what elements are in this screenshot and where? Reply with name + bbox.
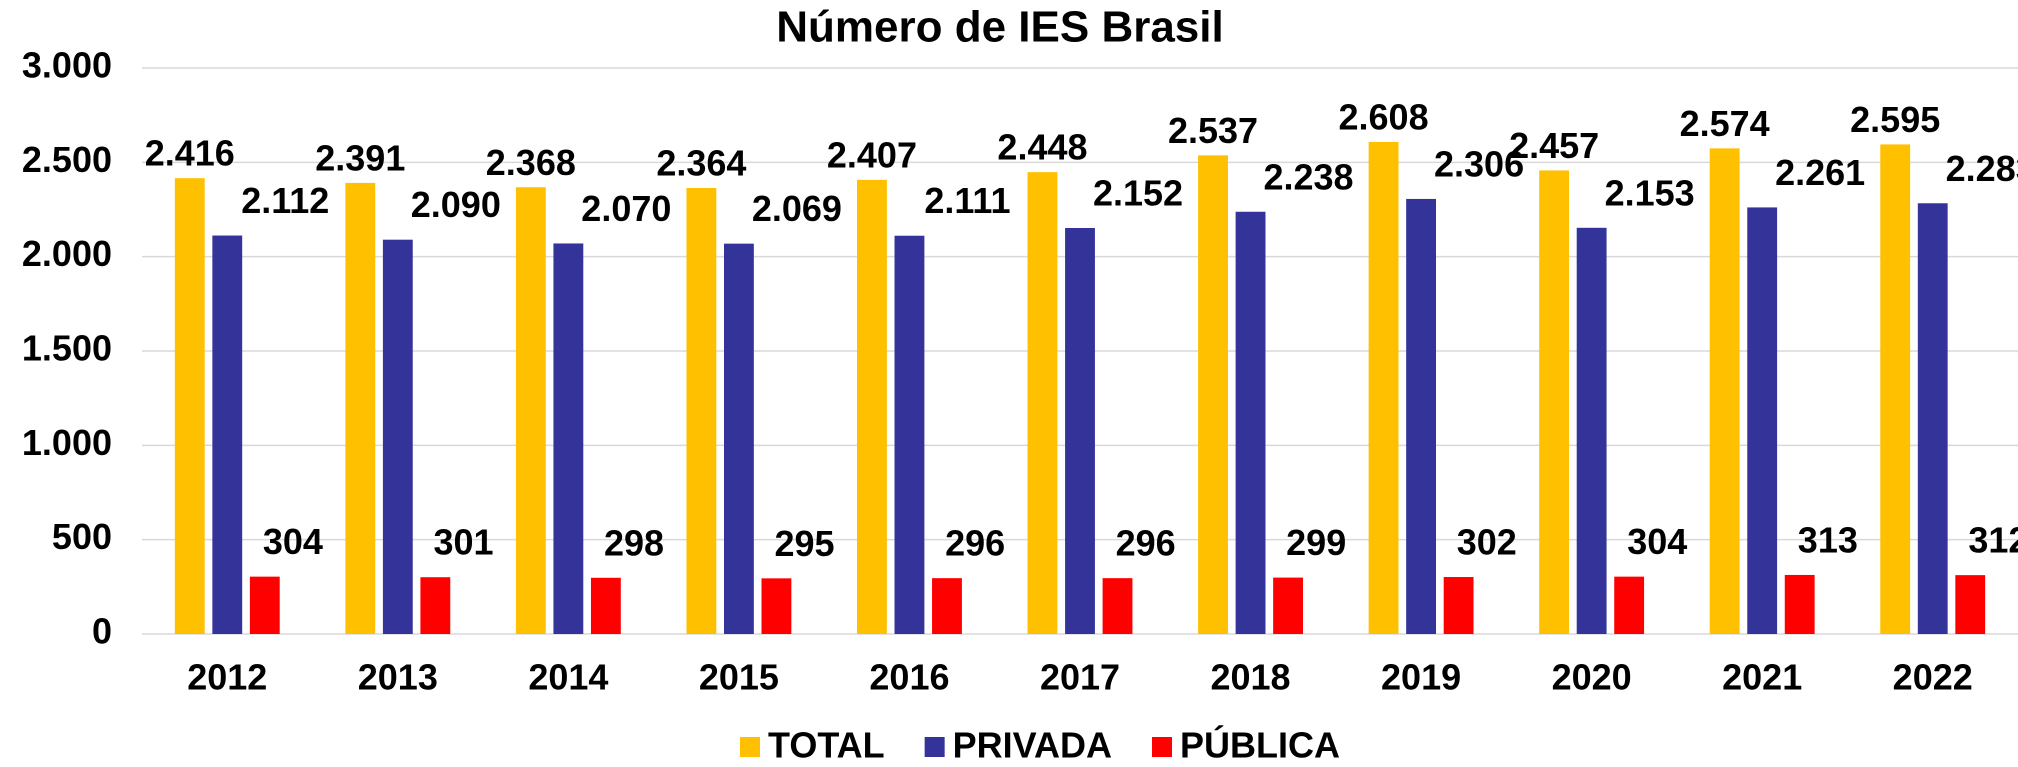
bar	[1273, 577, 1303, 634]
x-tick-label: 2013	[358, 657, 438, 698]
bar	[345, 182, 376, 634]
x-tick-label: 2015	[699, 657, 779, 698]
bar	[515, 187, 546, 634]
bar	[420, 577, 451, 634]
value-label: 2.608	[1339, 96, 1429, 137]
y-tick-label: 500	[52, 516, 112, 557]
value-label: 2.069	[752, 188, 842, 229]
chart-title: Número de IES Brasil	[776, 3, 1223, 52]
value-label: 2.306	[1434, 143, 1524, 184]
value-label: 296	[945, 523, 1005, 564]
y-tick-label: 2.500	[22, 139, 112, 180]
y-tick-label: 0	[92, 611, 112, 652]
value-label: 2.153	[1605, 172, 1695, 213]
bar	[857, 179, 887, 634]
bar	[212, 235, 243, 634]
legend-swatch	[1152, 737, 1173, 757]
value-label: 302	[1457, 522, 1517, 563]
value-label: 2.111	[924, 180, 1010, 221]
value-label: 295	[775, 523, 835, 564]
bar	[1747, 207, 1778, 634]
value-label: 2.152	[1093, 173, 1183, 214]
bar	[1576, 227, 1607, 634]
x-tick-label: 2014	[528, 657, 608, 698]
value-label: 2.407	[827, 134, 917, 175]
x-tick-label: 2018	[1210, 657, 1290, 698]
value-label: 2.261	[1775, 152, 1865, 193]
bar	[382, 239, 413, 635]
bar	[932, 578, 962, 634]
bar	[1198, 155, 1228, 634]
legend-swatch	[739, 737, 760, 757]
y-tick-label: 1.000	[22, 422, 112, 463]
x-tick-label: 2019	[1381, 657, 1461, 698]
bar	[1102, 578, 1133, 634]
x-tick-label: 2021	[1722, 657, 1802, 698]
bar	[553, 243, 584, 634]
legend-swatch	[924, 737, 945, 757]
value-label: 2.391	[315, 137, 405, 178]
value-label: 298	[604, 522, 664, 563]
value-label: 2.574	[1680, 103, 1770, 144]
bar	[1443, 577, 1474, 634]
bar	[1784, 574, 1815, 634]
bar	[1065, 227, 1095, 635]
value-label: 304	[263, 521, 323, 562]
value-label: 301	[433, 522, 493, 563]
value-label: 2.537	[1168, 110, 1258, 151]
x-tick-label: 2016	[869, 657, 949, 698]
bar	[1368, 141, 1399, 634]
value-label: 2.416	[145, 133, 235, 174]
value-label: 299	[1286, 522, 1346, 563]
value-label: 304	[1627, 521, 1687, 562]
legend-label: PÚBLICA	[1180, 724, 1340, 766]
y-tick-label: 1.500	[22, 328, 112, 369]
value-label: 2.595	[1850, 99, 1940, 140]
bar	[1880, 144, 1911, 634]
x-tick-label: 2020	[1552, 657, 1632, 698]
value-label: 313	[1798, 519, 1858, 560]
value-label: 2.070	[581, 188, 671, 229]
bar	[174, 178, 205, 634]
x-tick-label: 2022	[1893, 657, 1973, 698]
bar	[1917, 203, 1948, 635]
y-tick-label: 2.000	[22, 233, 112, 274]
value-label: 2.368	[486, 142, 576, 183]
bar	[1406, 198, 1437, 634]
legend-label: PRIVADA	[953, 725, 1112, 766]
bar	[1614, 576, 1645, 634]
bar	[1709, 148, 1740, 634]
bar	[894, 235, 925, 634]
bar	[686, 187, 717, 634]
value-label: 312	[1968, 520, 2018, 561]
value-label: 2.112	[241, 180, 329, 221]
bar	[590, 577, 621, 634]
value-label: 2.448	[997, 127, 1087, 168]
bar	[249, 576, 280, 634]
bar	[1027, 172, 1058, 635]
bar	[723, 243, 754, 634]
bar	[761, 578, 792, 634]
value-label: 2.364	[656, 143, 746, 184]
value-label: 296	[1116, 523, 1176, 564]
value-label: 2.238	[1263, 156, 1353, 197]
bar	[1235, 211, 1266, 634]
y-tick-label: 3.000	[22, 45, 112, 86]
x-tick-label: 2012	[187, 657, 267, 698]
bar	[1539, 170, 1570, 635]
x-tick-label: 2017	[1040, 657, 1120, 698]
value-label: 2.457	[1509, 125, 1599, 166]
value-label: 2.090	[411, 184, 501, 225]
value-label: 2.283	[1946, 148, 2018, 189]
legend-label: TOTAL	[768, 725, 885, 766]
bar	[1955, 575, 1986, 634]
